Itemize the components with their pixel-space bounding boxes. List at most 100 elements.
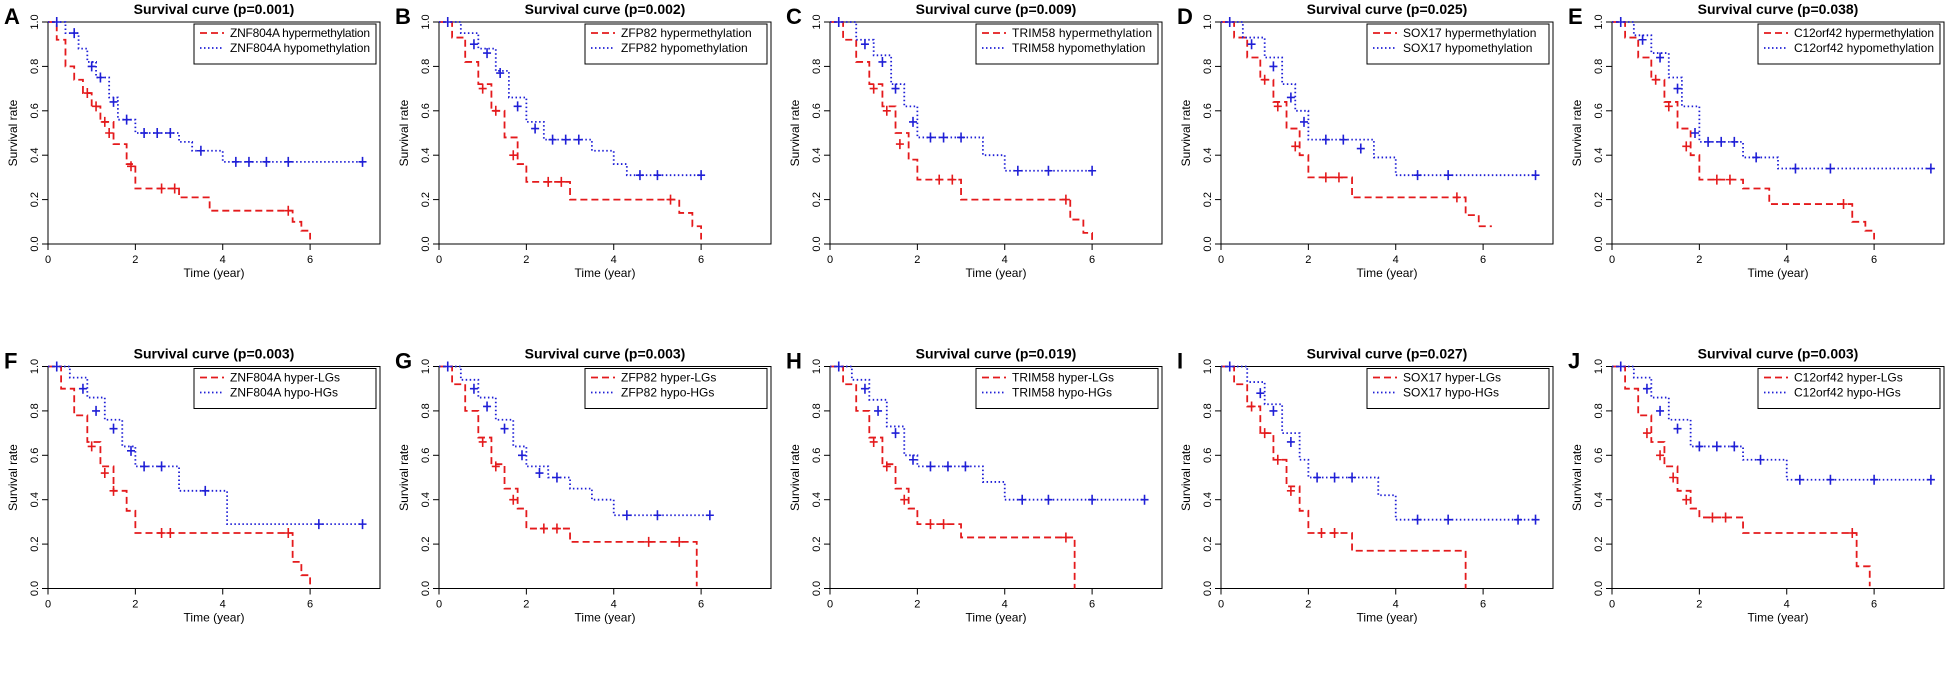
censor-mark <box>166 128 175 138</box>
censor-mark <box>1826 163 1835 174</box>
y-axis-label: Survival rate <box>397 99 411 166</box>
censor-mark <box>1638 34 1647 45</box>
censor-mark <box>1695 441 1704 452</box>
censor-mark <box>1848 528 1857 538</box>
censor-mark <box>1317 528 1326 538</box>
y-axis-label: Survival rate <box>6 99 20 166</box>
censor-mark <box>1269 61 1278 72</box>
y-tick-label: 0.2 <box>811 536 823 551</box>
x-axis-label: Time (year) <box>184 611 245 625</box>
censor-mark <box>939 519 948 530</box>
censor-mark <box>92 405 101 416</box>
censor-mark <box>909 454 917 465</box>
censor-mark <box>1656 52 1665 63</box>
series-line-hypo <box>48 365 363 526</box>
series-line-hyper <box>1612 21 1876 240</box>
legend-box <box>1366 23 1550 65</box>
y-tick-label: 0.4 <box>29 148 41 163</box>
x-tick-label: 2 <box>1305 254 1311 266</box>
censor-mark <box>653 510 662 521</box>
censor-mark <box>1413 514 1422 525</box>
y-tick-label: 0.0 <box>811 236 823 251</box>
panel-letter: B <box>395 4 411 29</box>
censor-mark <box>1452 192 1461 203</box>
x-tick-label: 6 <box>1480 599 1486 611</box>
x-tick-label: 6 <box>698 599 704 611</box>
censor-mark <box>1795 474 1804 485</box>
chart-title: Survival curve (p=0.002) <box>525 1 686 17</box>
censor-mark <box>1730 136 1739 147</box>
censor-mark <box>1140 494 1149 505</box>
x-tick-label: 2 <box>523 254 529 266</box>
x-tick-label: 0 <box>436 599 442 611</box>
censor-mark <box>1926 163 1935 174</box>
x-tick-label: 2 <box>1305 599 1311 611</box>
x-tick-label: 0 <box>45 254 51 266</box>
series-line-hypo <box>439 365 710 517</box>
y-axis-label: Survival rate <box>788 99 802 166</box>
censor-mark <box>1273 101 1282 112</box>
censor-mark <box>1225 17 1234 27</box>
plot-frame <box>1220 21 1554 245</box>
y-tick-label: 0.0 <box>29 236 41 251</box>
legend-entry: ZFP82 hypo-HGs <box>621 386 714 400</box>
legend-entry: ZNF804A hypermethylation <box>230 26 370 40</box>
x-tick-label: 4 <box>1784 599 1790 611</box>
chart-panel-e: E Survival curve (p=0.038) 0 2 4 6 0.0 0.2 0.4 0.… <box>1568 1 1945 280</box>
y-tick-label: 0.0 <box>1593 581 1605 596</box>
legend-box <box>584 368 768 409</box>
panel-letter: A <box>4 4 20 29</box>
series-line-hypo <box>1612 365 1931 481</box>
y-tick-label: 0.0 <box>420 236 432 251</box>
censor-mark <box>1642 428 1651 439</box>
censor-mark <box>653 170 662 181</box>
x-tick-label: 0 <box>1609 254 1615 266</box>
censor-mark <box>1656 450 1665 461</box>
censor-mark <box>500 423 509 434</box>
censor-mark <box>1673 423 1682 434</box>
y-tick-label: 1.0 <box>811 359 823 374</box>
x-tick-label: 4 <box>1393 254 1399 266</box>
y-axis-label: Survival rate <box>397 444 411 511</box>
x-tick-label: 0 <box>827 254 833 266</box>
y-tick-label: 0.0 <box>811 581 823 596</box>
x-tick-label: 0 <box>436 254 442 266</box>
censor-mark <box>109 423 118 434</box>
censor-mark <box>127 161 135 172</box>
plot-frame <box>438 21 772 245</box>
y-tick-label: 0.8 <box>29 59 41 74</box>
y-tick-label: 0.6 <box>1202 103 1214 118</box>
censor-mark <box>926 132 935 143</box>
x-tick-label: 6 <box>1089 599 1095 611</box>
censor-mark <box>157 461 166 472</box>
y-tick-label: 1.0 <box>1593 14 1605 29</box>
censor-mark <box>943 461 952 472</box>
y-tick-label: 0.8 <box>420 403 432 418</box>
series-line-hyper <box>830 21 1094 242</box>
y-tick-label: 0.6 <box>420 103 432 118</box>
chart-panel-b: B Survival curve (p=0.002) 0 2 4 6 0.0 0.2 0.4 0.… <box>395 1 772 280</box>
legend-entry: C12orf42 hypomethylation <box>1794 41 1934 55</box>
x-tick-label: 2 <box>132 599 138 611</box>
censor-mark <box>491 105 500 116</box>
censor-mark <box>314 519 323 530</box>
censor-mark <box>869 436 878 447</box>
censor-mark <box>644 536 653 547</box>
censor-mark <box>574 134 583 145</box>
legend-entry: ZNF804A hypomethylation <box>230 41 370 55</box>
x-tick-label: 4 <box>611 254 617 266</box>
censor-mark <box>1725 174 1734 185</box>
y-tick-label: 0.2 <box>420 192 432 207</box>
censor-mark <box>939 132 948 143</box>
legend-entry: TRIM58 hypo-HGs <box>1012 386 1112 400</box>
x-tick-label: 6 <box>1871 599 1877 611</box>
censor-mark <box>1286 92 1295 103</box>
censor-mark <box>469 383 478 394</box>
censor-mark <box>1682 141 1691 152</box>
censor-mark <box>509 494 518 505</box>
censor-mark <box>891 83 900 94</box>
censor-mark <box>909 116 917 127</box>
censor-mark <box>469 39 478 50</box>
censor-mark <box>834 17 843 27</box>
